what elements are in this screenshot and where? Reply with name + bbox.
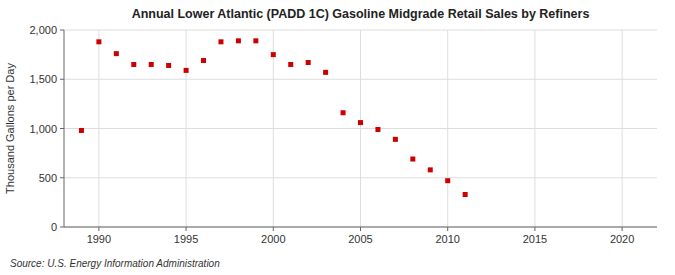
x-tick (534, 227, 535, 231)
x-tick-label: 2005 (348, 233, 372, 245)
x-tick (360, 227, 361, 231)
y-tick-label: 1,500 (29, 73, 57, 85)
y-axis-line (64, 30, 65, 227)
y-grid-line (64, 79, 657, 80)
x-tick (273, 227, 274, 231)
data-point (358, 120, 363, 125)
y-tick (60, 227, 64, 228)
x-tick-label: 1995 (174, 233, 198, 245)
data-point (201, 58, 206, 63)
x-tick-label: 2015 (523, 233, 547, 245)
chart-container: 1990 1995 2000 2005 2010 2015 2020 0 500 1,000 1,5… (0, 0, 675, 275)
data-point (131, 62, 136, 67)
data-point (218, 39, 223, 44)
y-tick (60, 30, 64, 31)
data-point (410, 157, 415, 162)
y-grid-line (64, 30, 657, 31)
data-point (393, 137, 398, 142)
y-tick (60, 177, 64, 178)
x-tick-label: 2010 (435, 233, 459, 245)
chart-svg: 1990 1995 2000 2005 2010 2015 2020 0 500 1,000 1,5… (0, 0, 675, 275)
y-tick-label: 2,000 (29, 24, 57, 36)
y-tick (60, 128, 64, 129)
data-point (271, 52, 276, 57)
x-tick (98, 227, 99, 231)
x-tick-label: 2000 (261, 233, 285, 245)
data-point (79, 128, 84, 133)
data-point (236, 38, 241, 43)
data-point (253, 38, 258, 43)
points (79, 38, 468, 197)
source-annotation: Source: U.S. Energy Information Administ… (10, 258, 220, 269)
x-tick (447, 227, 448, 231)
data-point (341, 110, 346, 115)
y-grid-line (64, 177, 657, 178)
data-point (166, 63, 171, 68)
y-tick-label: 0 (51, 221, 57, 233)
x-tick-label: 2020 (610, 233, 634, 245)
data-point (306, 60, 311, 65)
chart-title: Annual Lower Atlantic (PADD 1C) Gasoline… (132, 7, 590, 21)
data-point (428, 167, 433, 172)
y-tick (60, 79, 64, 80)
y-tick-label: 1,000 (29, 123, 57, 135)
y-grid-line (64, 128, 657, 129)
grid (64, 30, 657, 227)
data-point (463, 192, 468, 197)
y-axis-label: Thousand Gallons per Day (4, 63, 16, 194)
data-point (323, 70, 328, 75)
x-axis-line (64, 227, 657, 228)
data-point (375, 127, 380, 132)
data-point (96, 39, 101, 44)
y-grid-line (64, 227, 657, 228)
data-point (288, 62, 293, 67)
data-point (114, 51, 119, 56)
data-point (149, 62, 154, 67)
data-point (445, 178, 450, 183)
data-point (184, 68, 189, 73)
y-tick-label: 500 (39, 172, 57, 184)
x-tick-label: 1990 (87, 233, 111, 245)
x-tick (186, 227, 187, 231)
axes: 1990 1995 2000 2005 2010 2015 2020 0 500 1,000 1,5… (29, 24, 657, 245)
x-tick (622, 227, 623, 231)
